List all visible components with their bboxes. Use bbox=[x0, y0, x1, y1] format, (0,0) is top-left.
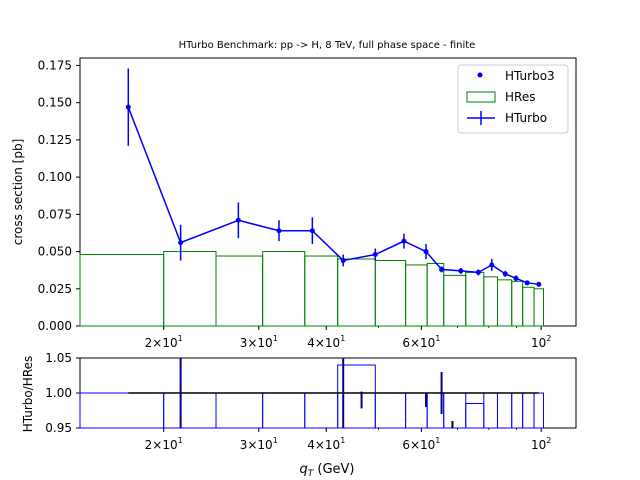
main-x-tick-label: 6×101 bbox=[402, 334, 440, 350]
main-x-tick-label-times: × bbox=[410, 336, 420, 350]
ratio-x-tick-label-exponent: 1 bbox=[273, 436, 278, 445]
main-x-tick-label-power: 10 bbox=[420, 336, 435, 350]
ratio-x-tick-label-exponent: 1 bbox=[340, 436, 345, 445]
hturbo3-point bbox=[309, 228, 315, 234]
main-x-tick-label: 3×101 bbox=[240, 334, 278, 350]
main-x-tick-label-exponent: 2 bbox=[546, 334, 551, 343]
ratio-x-tick-label-times: × bbox=[315, 438, 325, 452]
hturbo3-point bbox=[235, 217, 241, 223]
main-x-tick-label-base: 3 bbox=[240, 336, 248, 350]
main-y-ticks: 0.000 0.025 0.050 0.075 0.100 0.125 0.150 0.175 bbox=[38, 58, 80, 333]
hturbo3-point bbox=[372, 252, 378, 258]
hturbo3-point bbox=[340, 257, 346, 263]
ratio-y-tick-label: 1.05 bbox=[45, 351, 72, 365]
ratio-x-tick-label-power: 10 bbox=[257, 438, 272, 452]
hturbo3-point bbox=[524, 280, 530, 286]
main-y-axis-label: cross section [pb] bbox=[11, 139, 25, 246]
chart-title: HTurbo Benchmark: pp -> H, 8 TeV, full p… bbox=[179, 40, 476, 51]
x-axis-label: qT (GeV) bbox=[299, 462, 354, 479]
main-x-tick-label-base: 6 bbox=[402, 336, 410, 350]
hturbo3-point bbox=[502, 271, 508, 277]
ratio-x-tick-label-exponent: 1 bbox=[435, 436, 440, 445]
main-x-tick-label-base: 4 bbox=[307, 336, 315, 350]
hturbo3-point bbox=[513, 275, 519, 281]
main-y-tick-label: 0.075 bbox=[38, 207, 72, 221]
ratio-y-axis-label: HTurbo/HRes bbox=[21, 356, 35, 433]
hturbo3-point bbox=[536, 281, 542, 287]
main-x-tick-label-power: 10 bbox=[531, 336, 546, 350]
main-x-tick-label: 2×101 bbox=[145, 334, 183, 350]
ratio-x-tick-label-exponent: 1 bbox=[178, 436, 183, 445]
main-y-tick-label: 0.025 bbox=[38, 282, 72, 296]
hres-bar bbox=[533, 288, 545, 327]
legend-frame bbox=[457, 64, 569, 134]
ratio-x-tick-label-times: × bbox=[152, 438, 162, 452]
ratio-x-tick-label-exponent: 2 bbox=[546, 436, 551, 445]
ratio-y-tick-label: 1.00 bbox=[45, 386, 72, 400]
ratio-x-tick-label-base: 3 bbox=[240, 438, 248, 452]
ratio-x-tick-label-base: 6 bbox=[402, 438, 410, 452]
ratio-x-tick-label: 6×101 bbox=[402, 436, 440, 452]
ratio-x-tick-label-power: 10 bbox=[420, 438, 435, 452]
hturbo3-point bbox=[401, 238, 407, 244]
ratio-x-tick-label-base: 4 bbox=[307, 438, 315, 452]
main-x-tick-label-power: 10 bbox=[325, 336, 340, 350]
hturbo3-point bbox=[439, 266, 445, 272]
main-x-tick-label-power: 10 bbox=[162, 336, 177, 350]
main-x-tick-label: 4×101 bbox=[307, 334, 345, 350]
legend: HTurbo3 HRes HTurbo bbox=[457, 64, 569, 134]
legend-hturbo3-marker bbox=[477, 72, 483, 78]
hturbo3-point bbox=[475, 269, 481, 275]
hturbo3-point bbox=[458, 268, 464, 274]
legend-hturbo3-label: HTurbo3 bbox=[505, 69, 555, 83]
legend-hres-swatch bbox=[466, 91, 496, 103]
main-x-tick-label-power: 10 bbox=[257, 336, 272, 350]
x-axis-label-unit: (GeV) bbox=[313, 462, 354, 477]
ratio-panel: HTurbo/HRes 0.951.001.05 2×101 3×101 4×101… bbox=[21, 351, 577, 479]
ratio-x-tick-label: 102 bbox=[531, 436, 551, 452]
main-y-tick-label: 0.050 bbox=[38, 245, 72, 259]
ratio-x-tick-label-power: 10 bbox=[531, 438, 546, 452]
main-x-tick-label: 102 bbox=[531, 334, 551, 350]
ratio-x-tick-label-power: 10 bbox=[162, 438, 177, 452]
main-y-tick-label: 0.175 bbox=[38, 58, 72, 72]
x-axis-label-symbol: q bbox=[299, 462, 307, 477]
main-x-tick-label-exponent: 1 bbox=[340, 334, 345, 343]
main-x-ticks: 2×101 3×101 4×101 6×101 102 bbox=[145, 326, 551, 350]
hturbo3-point bbox=[489, 262, 495, 268]
ratio-x-tick-label: 4×101 bbox=[307, 436, 345, 452]
ratio-x-tick-label: 3×101 bbox=[240, 436, 278, 452]
hturbo3-markers bbox=[125, 104, 542, 287]
main-x-tick-label-times: × bbox=[315, 336, 325, 350]
main-y-tick-label: 0.125 bbox=[38, 133, 72, 147]
hturbo3-point bbox=[178, 240, 184, 246]
ratio-x-tick-label-base: 2 bbox=[145, 438, 153, 452]
ratio-x-ticks: 2×101 3×101 4×101 6×101 102 bbox=[145, 428, 551, 452]
ratio-x-tick-label: 2×101 bbox=[145, 436, 183, 452]
ratio-y-ticks: 0.95 1.00 1.05 bbox=[45, 351, 80, 435]
ratio-x-tick-label-power: 10 bbox=[325, 438, 340, 452]
ratio-x-tick-label-times: × bbox=[410, 438, 420, 452]
main-x-tick-label-times: × bbox=[247, 336, 257, 350]
hres-histogram bbox=[79, 251, 545, 327]
legend-hres-label: HRes bbox=[505, 90, 535, 104]
main-panel: HTurbo Benchmark: pp -> H, 8 TeV, full p… bbox=[11, 40, 577, 350]
hturbo3-point bbox=[276, 228, 282, 234]
legend-hturbo-label: HTurbo bbox=[505, 111, 547, 125]
main-y-tick-label: 0.100 bbox=[38, 170, 72, 184]
main-x-tick-label-exponent: 1 bbox=[435, 334, 440, 343]
ratio-y-tick-label: 0.95 bbox=[45, 421, 72, 435]
main-x-tick-label-times: × bbox=[152, 336, 162, 350]
hturbo3-point bbox=[423, 249, 429, 255]
x-axis-label-subscript: T bbox=[308, 469, 315, 479]
main-y-tick-label: 0.150 bbox=[38, 96, 72, 110]
main-x-tick-label-base: 2 bbox=[145, 336, 153, 350]
main-x-tick-label-exponent: 1 bbox=[273, 334, 278, 343]
hturbo3-point bbox=[125, 104, 131, 110]
main-y-tick-label: 0.000 bbox=[38, 319, 72, 333]
ratio-x-tick-label-times: × bbox=[247, 438, 257, 452]
main-x-tick-label-exponent: 1 bbox=[178, 334, 183, 343]
